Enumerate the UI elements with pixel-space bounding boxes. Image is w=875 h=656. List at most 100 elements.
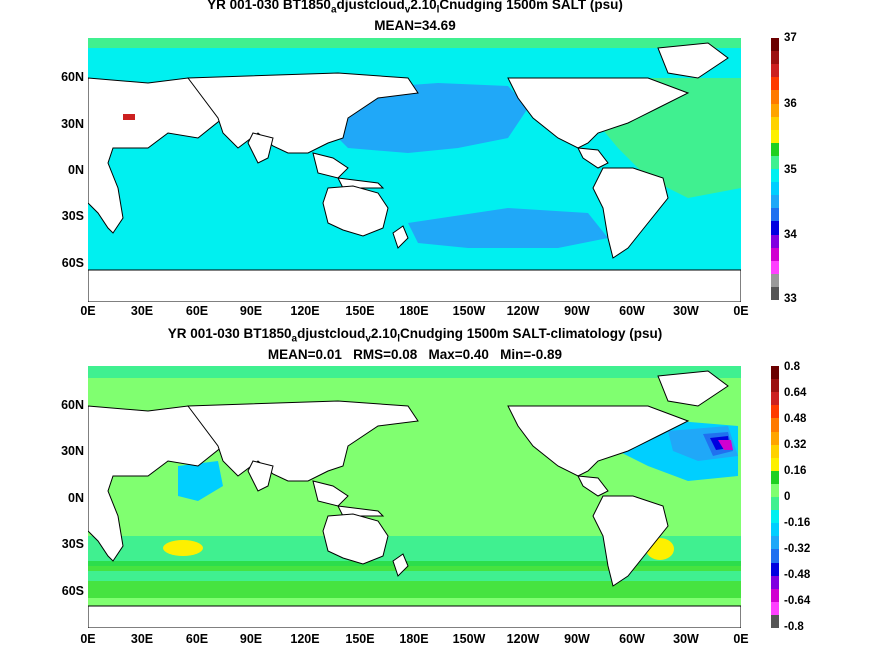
p2-cbar-label: 0.8 [784, 361, 800, 373]
colorbar-segment [771, 510, 779, 524]
salt-map-panel [88, 38, 741, 302]
colorbar-segment [771, 103, 779, 118]
colorbar-segment [771, 549, 779, 563]
colorbar-segment [771, 169, 779, 183]
p1-lon-tick: 90W [564, 304, 590, 318]
p1-lon-tick: 150W [452, 304, 486, 318]
colorbar-segment [771, 234, 779, 249]
colorbar-segment [771, 523, 779, 537]
colorbar-segment [771, 366, 779, 380]
p2-cbar-label: -0.64 [784, 595, 811, 607]
colorbar-segment [771, 208, 779, 222]
colorbar-segment [771, 614, 779, 629]
p1-lon-tick: 90E [239, 304, 263, 318]
p1-colorbar [771, 38, 779, 301]
p2-cbar-label: -0.8 [784, 621, 804, 633]
p2-lon-tick: 0E [733, 632, 749, 646]
p2-lon-tick: 120W [506, 632, 540, 646]
colorbar-segment [771, 221, 779, 235]
p2-lon-tick: 120E [290, 632, 320, 646]
colorbar-segment [771, 601, 779, 616]
p1-lon-tick: 60W [619, 304, 645, 318]
colorbar-segment [771, 392, 779, 406]
land-masses [88, 370, 741, 628]
p1-lon-tick: 180E [399, 304, 429, 318]
colorbar-segment [771, 129, 779, 144]
panel2-stats: MEAN=0.01 RMS=0.08 Max=0.40 Min=-0.89 [267, 347, 563, 362]
p1-lat-60n: 60N [61, 70, 84, 84]
p2-lat-0n: 0N [68, 491, 84, 505]
land-masses [88, 42, 741, 302]
p1-lon-tick: 150E [345, 304, 375, 318]
p1-lon-tick: 30W [673, 304, 699, 318]
colorbar-segment [771, 418, 779, 432]
p1-lon-axis: 0E 30E 60E 90E 120E 150E 180E 150W 120W … [0, 304, 875, 320]
p2-lon-tick: 90E [239, 632, 263, 646]
colorbar-segment [771, 286, 779, 301]
colorbar-segment [771, 142, 779, 157]
p1-lon-tick: 0E [80, 304, 96, 318]
colorbar-segment [771, 64, 779, 78]
colorbar-segment [771, 470, 779, 485]
colorbar-segment [771, 379, 779, 393]
p1-lat-30s: 30S [61, 209, 84, 223]
salt-anomaly-map [88, 366, 741, 628]
p2-lon-tick: 0E [80, 632, 96, 646]
colorbar-segment [771, 405, 779, 419]
colorbar-segment [771, 182, 779, 196]
p1-cbar-label: 36 [784, 98, 797, 110]
p2-colorbar [771, 366, 779, 629]
p2-lat-30s: 30S [61, 537, 84, 551]
colorbar-segment [771, 38, 779, 52]
colorbar-segment [771, 77, 779, 91]
p2-cbar-label: 0 [784, 491, 791, 503]
colorbar-segment [771, 51, 779, 65]
salt-map [88, 38, 741, 302]
p2-cbar-label: 0.32 [784, 439, 807, 451]
p2-lon-axis: 0E 30E 60E 90E 120E 150E 180E 150W 120W … [0, 632, 875, 648]
colorbar-segment [771, 536, 779, 550]
colorbar-segment [771, 497, 779, 511]
colorbar-segment [771, 260, 779, 275]
p2-cbar-label: 0.48 [784, 413, 807, 425]
p1-lon-tick: 120W [506, 304, 540, 318]
p2-lat-60s: 60S [61, 584, 84, 598]
colorbar-segment [771, 483, 779, 498]
colorbar-segment [771, 588, 779, 603]
colorbar-segment [771, 195, 779, 209]
p1-lon-tick: 30E [130, 304, 154, 318]
p1-lon-tick: 60E [185, 304, 209, 318]
positive-anomaly-indian [163, 540, 203, 556]
p2-cbar-label: -0.32 [784, 543, 811, 555]
p1-lon-tick: 120E [290, 304, 320, 318]
p2-cbar-label: -0.48 [784, 569, 811, 581]
p1-cbar-label: 35 [784, 164, 797, 176]
p1-lon-tick: 0E [733, 304, 749, 318]
p2-lon-tick: 180E [399, 632, 429, 646]
p2-lat-30n: 30N [61, 444, 84, 458]
p2-lon-tick: 90W [564, 632, 590, 646]
p1-cbar-label: 37 [784, 32, 797, 44]
panel1-stats: MEAN=34.69 [374, 18, 456, 33]
p2-lon-tick: 150W [452, 632, 486, 646]
p2-lon-tick: 30W [673, 632, 699, 646]
colorbar-segment [771, 90, 779, 104]
p2-lat-60n: 60N [61, 398, 84, 412]
colorbar-segment [771, 575, 779, 590]
colorbar-segment [771, 273, 779, 288]
p2-lon-tick: 60E [185, 632, 209, 646]
p1-lat-0n: 0N [68, 163, 84, 177]
colorbar-segment [771, 431, 779, 446]
panel1-title: YR 001-030 BT1850adjustcloudv2.10lCnudgi… [207, 0, 623, 16]
p1-cbar-label: 34 [784, 229, 797, 241]
p2-cbar-label: 0.16 [784, 465, 807, 477]
p1-cbar-label: 33 [784, 293, 797, 305]
colorbar-segment [771, 155, 779, 170]
high-salinity-spot [123, 114, 135, 120]
p2-cbar-label: 0.64 [784, 387, 807, 399]
panel2-title: YR 001-030 BT1850adjustcloudv2.10lCnudgi… [167, 326, 663, 345]
p2-cbar-label: -0.16 [784, 517, 811, 529]
colorbar-segment [771, 116, 779, 131]
colorbar-segment [771, 444, 779, 459]
p1-lat-30n: 30N [61, 117, 84, 131]
